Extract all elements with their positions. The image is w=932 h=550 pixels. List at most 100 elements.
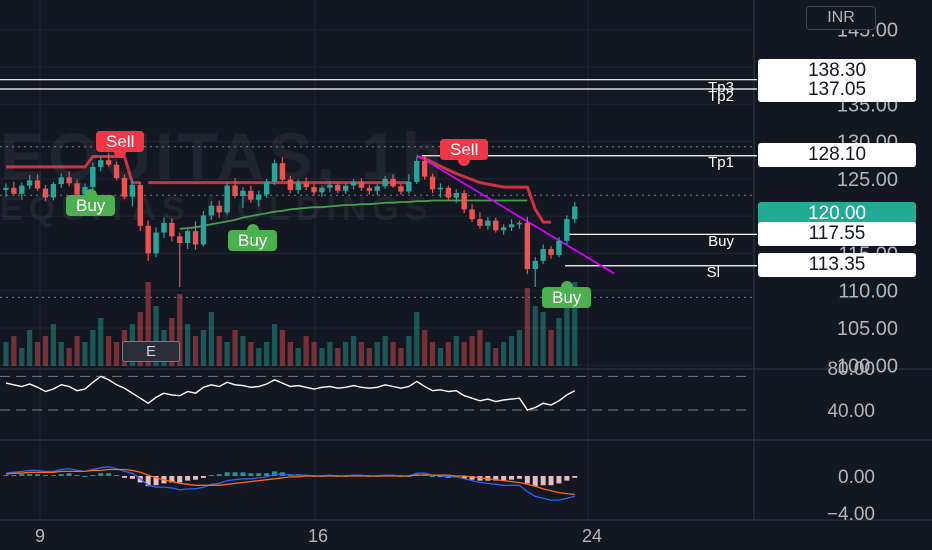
sell-signal-2[interactable]: Sell xyxy=(440,139,489,166)
candle[interactable] xyxy=(98,160,104,167)
earnings-event-badge[interactable]: E xyxy=(122,341,180,362)
candle[interactable] xyxy=(105,160,112,165)
candle[interactable] xyxy=(366,187,373,191)
volume-bar xyxy=(469,336,475,366)
price-label-buy[interactable]: 117.55 xyxy=(758,222,916,246)
candle[interactable] xyxy=(303,182,309,188)
volume-bar xyxy=(82,342,88,366)
candle[interactable] xyxy=(113,164,120,179)
macd-histogram-bar xyxy=(169,476,175,483)
candle[interactable] xyxy=(90,166,96,188)
candle[interactable] xyxy=(169,222,175,237)
buy-signal-2[interactable]: Buy xyxy=(228,224,278,251)
candle[interactable] xyxy=(129,184,136,197)
candle[interactable] xyxy=(477,219,483,226)
candle[interactable] xyxy=(414,160,420,182)
candle[interactable] xyxy=(398,186,404,192)
candle[interactable] xyxy=(200,215,207,245)
candle[interactable] xyxy=(516,222,523,225)
candle[interactable] xyxy=(421,160,428,177)
candle[interactable] xyxy=(540,248,546,261)
candle[interactable] xyxy=(406,181,412,192)
candle[interactable] xyxy=(500,227,507,231)
candle[interactable] xyxy=(342,185,349,191)
candle[interactable] xyxy=(121,178,128,197)
candle[interactable] xyxy=(3,187,9,191)
sell-signal-1[interactable]: Sell xyxy=(96,131,145,158)
volume-bar xyxy=(366,348,372,366)
candle[interactable] xyxy=(161,222,167,233)
candle[interactable] xyxy=(216,205,222,213)
candle[interactable] xyxy=(532,260,538,270)
candle[interactable] xyxy=(358,181,365,188)
candle[interactable] xyxy=(66,177,72,184)
candle[interactable] xyxy=(485,220,491,226)
candle[interactable] xyxy=(26,180,33,186)
volume-bar xyxy=(382,336,388,366)
candle[interactable] xyxy=(232,185,238,197)
candle[interactable] xyxy=(287,179,294,191)
buy-signal-3[interactable]: Buy xyxy=(542,281,592,308)
candle[interactable] xyxy=(564,219,570,241)
candle[interactable] xyxy=(374,186,380,191)
candle[interactable] xyxy=(319,187,325,193)
price-label-sl[interactable]: 113.35 xyxy=(758,253,916,277)
candle[interactable] xyxy=(240,190,246,197)
candles[interactable] xyxy=(3,153,578,287)
candle[interactable] xyxy=(548,248,554,255)
candle[interactable] xyxy=(350,181,357,186)
candle[interactable] xyxy=(263,181,270,195)
candle[interactable] xyxy=(327,184,333,188)
candle[interactable] xyxy=(256,194,262,200)
trendline-group[interactable] xyxy=(416,154,615,275)
candle[interactable] xyxy=(453,193,459,198)
candle[interactable] xyxy=(42,188,49,198)
candle[interactable] xyxy=(248,190,254,200)
price-label-tp1[interactable]: 128.10 xyxy=(758,143,916,167)
candle[interactable] xyxy=(184,231,191,243)
candle[interactable] xyxy=(145,225,151,254)
candle[interactable] xyxy=(58,177,64,185)
price-label-tp2[interactable]: 137.05 xyxy=(758,78,916,102)
candle[interactable] xyxy=(177,236,183,243)
candle[interactable] xyxy=(153,232,159,254)
candle[interactable] xyxy=(461,193,467,210)
trendline[interactable] xyxy=(416,154,615,275)
candle[interactable] xyxy=(469,209,475,220)
candle[interactable] xyxy=(11,187,17,194)
macd-histogram-bar xyxy=(532,476,538,487)
candle[interactable] xyxy=(382,178,388,187)
candle[interactable] xyxy=(295,182,301,191)
candle[interactable] xyxy=(208,205,215,216)
candle[interactable] xyxy=(508,224,515,228)
volume-bar xyxy=(192,336,199,366)
candle[interactable] xyxy=(34,180,41,189)
candle[interactable] xyxy=(271,163,278,182)
volume-bar xyxy=(319,348,325,366)
candle[interactable] xyxy=(493,220,499,231)
candle[interactable] xyxy=(192,231,199,245)
candle[interactable] xyxy=(572,206,578,220)
rsi-tick-label: 40.00 xyxy=(827,401,875,422)
currency-button[interactable]: INR xyxy=(806,6,876,30)
candle[interactable] xyxy=(437,187,444,190)
candle[interactable] xyxy=(50,184,57,198)
candle[interactable] xyxy=(311,187,317,193)
candle[interactable] xyxy=(429,176,436,190)
candle[interactable] xyxy=(19,185,25,194)
macd-histogram-bar xyxy=(42,475,48,477)
candle[interactable] xyxy=(279,163,286,180)
volume-bar xyxy=(90,330,96,366)
candle[interactable] xyxy=(556,240,562,255)
candle[interactable] xyxy=(390,178,396,187)
volume-bar xyxy=(398,348,404,366)
candle[interactable] xyxy=(74,183,80,195)
candle[interactable] xyxy=(524,222,531,270)
candle[interactable] xyxy=(224,185,230,213)
candle[interactable] xyxy=(335,184,341,191)
volume-bar xyxy=(74,336,80,366)
buy-signal-1[interactable]: Buy xyxy=(66,189,116,216)
candle[interactable] xyxy=(137,184,143,226)
candle[interactable] xyxy=(445,187,452,198)
